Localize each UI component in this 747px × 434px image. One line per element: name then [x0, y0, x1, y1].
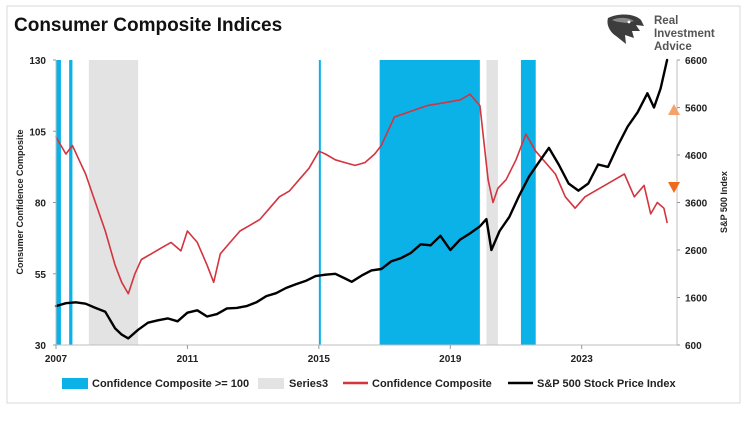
- legend-label-sp500: S&P 500 Stock Price Index: [537, 378, 676, 390]
- legend-label-high-confidence: Confidence Composite >= 100: [92, 378, 249, 390]
- series3-band: [486, 60, 498, 345]
- legend: Confidence Composite >= 100 Series3 Conf…: [62, 378, 676, 390]
- high-confidence-band: [318, 60, 321, 345]
- x-tick-label: 2019: [439, 354, 462, 365]
- brand-logo: Real Investment Advice: [607, 14, 715, 53]
- series-lines: [54, 58, 669, 340]
- series3-band: [88, 60, 139, 345]
- high-confidence-band: [520, 60, 536, 345]
- x-tick-label: 2015: [308, 354, 331, 365]
- brand-line-3: Advice: [654, 41, 692, 53]
- legend-swatch-high-confidence: [62, 378, 88, 389]
- legend-label-composite: Confidence Composite: [372, 378, 492, 390]
- chart-frame: [6, 5, 741, 404]
- left-tick-label: 80: [35, 199, 47, 210]
- right-tick-label: 5600: [685, 104, 708, 115]
- right-tick-label: 6600: [685, 56, 708, 67]
- shaded-bands: [56, 60, 536, 345]
- x-tick-label: 2023: [571, 354, 594, 365]
- right-tick-label: 600: [685, 341, 702, 352]
- left-tick-label: 130: [29, 56, 46, 67]
- x-tick-label: 2011: [177, 354, 199, 365]
- x-tick-label: 2007: [45, 354, 68, 365]
- brand-line-2: Investment: [654, 28, 715, 40]
- legend-label-series3: Series3: [289, 378, 328, 390]
- high-confidence-band: [69, 60, 73, 345]
- right-axis-title: S&P 500 Index: [719, 171, 729, 233]
- chart-title: Consumer Composite Indices: [14, 15, 282, 36]
- annotation-arrow: [668, 104, 680, 193]
- right-tick-label: 4600: [685, 151, 708, 162]
- sp500-line: [54, 58, 669, 340]
- eagle-head-icon: [607, 14, 644, 44]
- confidence-composite-line: [55, 93, 668, 295]
- right-tick-label: 3600: [685, 199, 708, 210]
- brand-line-1: Real: [654, 15, 678, 27]
- axis-ticks: 30 55 80 105 130 600 1600 2600 3600 4600 5600 6600 2…: [29, 56, 707, 365]
- high-confidence-band: [379, 60, 480, 345]
- high-confidence-band: [56, 60, 61, 345]
- right-tick-label: 1600: [685, 294, 708, 305]
- legend-swatch-series3: [258, 378, 284, 389]
- left-tick-label: 105: [29, 127, 46, 138]
- left-tick-label: 55: [35, 270, 47, 281]
- left-axis-title: Consumer Confidence Composite: [15, 129, 25, 274]
- right-tick-label: 2600: [685, 246, 708, 257]
- left-tick-label: 30: [35, 341, 47, 352]
